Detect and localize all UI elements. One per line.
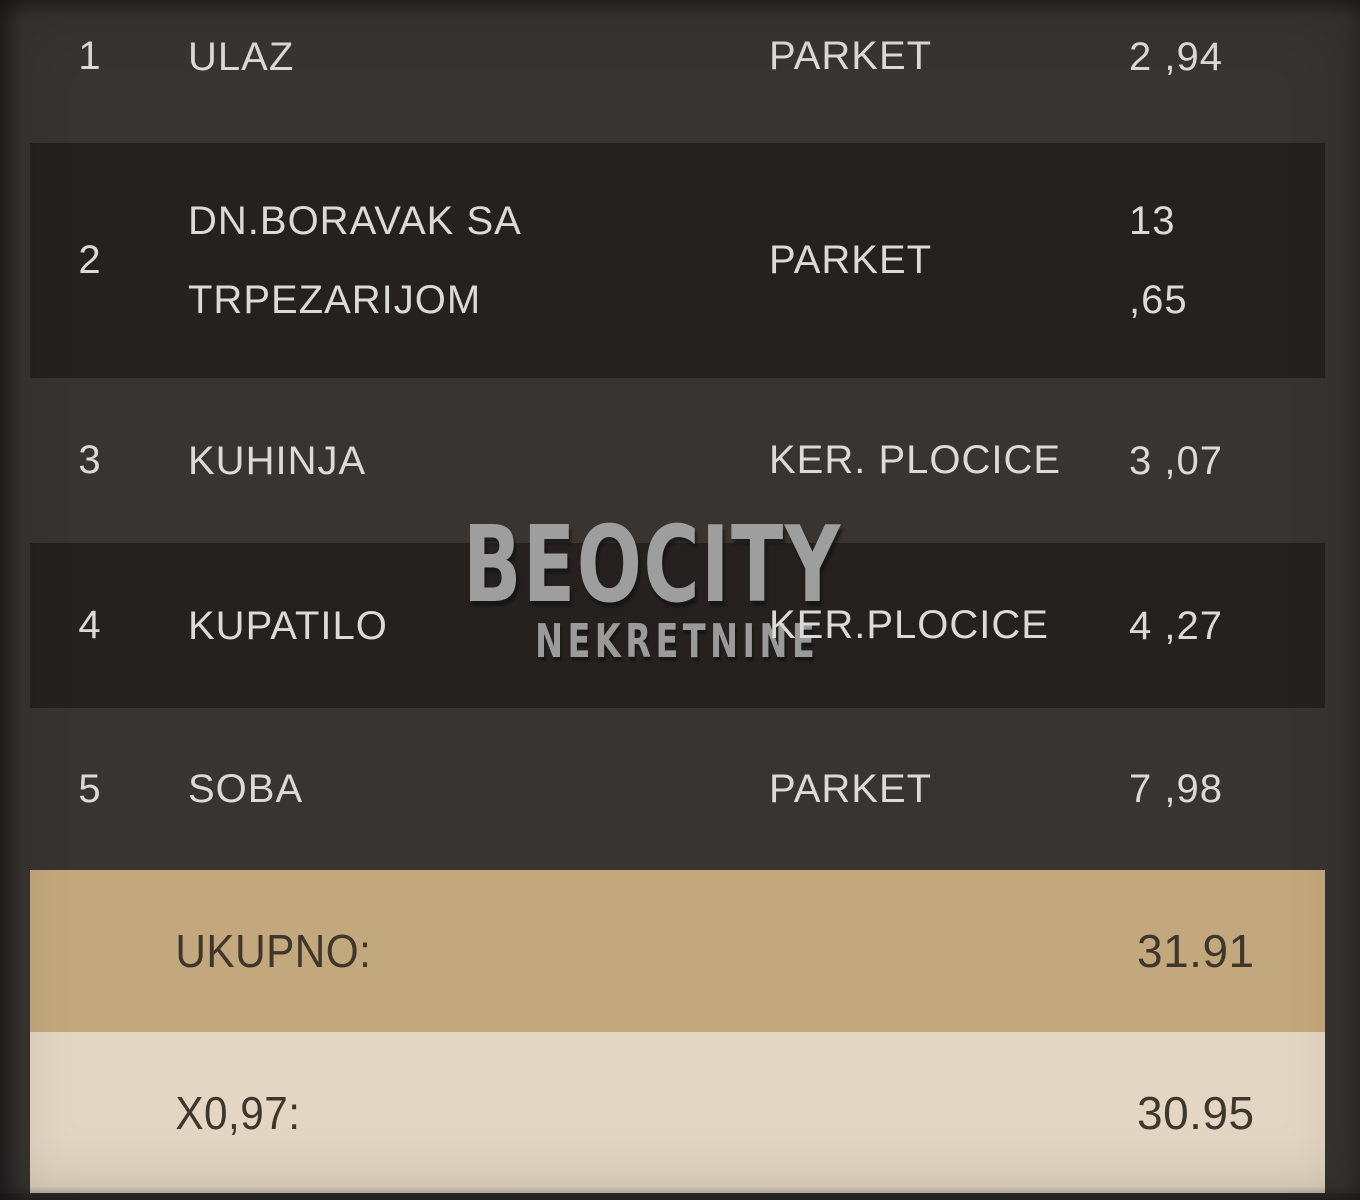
room-name-line: DN.BORAVAK SA <box>188 198 522 243</box>
row-number: 3 <box>78 438 102 482</box>
row-number: 5 <box>78 766 102 811</box>
room-name: KUHINJA <box>150 438 769 484</box>
total-row: X0,97: 30.95 <box>30 1032 1325 1193</box>
floor-type: PARKET <box>769 34 933 78</box>
row-number: 4 <box>78 603 102 647</box>
total-label: UKUPNO: <box>175 925 372 977</box>
area-value: 3 ,07 <box>1129 438 1325 484</box>
area-value-line: ,65 <box>1129 277 1188 322</box>
area-value-line: 4 ,27 <box>1129 603 1223 648</box>
row-number: 2 <box>78 238 102 282</box>
room-name: ULAZ <box>150 34 769 80</box>
floor-type: PARKET <box>769 766 933 811</box>
total-value: 30.95 <box>1137 1086 1255 1139</box>
table-row: 3 KUHINJA KER. PLOCICE 3 ,07 <box>30 378 1325 543</box>
total-row: UKUPNO: 31.91 <box>30 870 1325 1032</box>
row-number: 1 <box>78 34 102 78</box>
area-value-line: 7 ,98 <box>1129 767 1223 811</box>
table-row: 2 DN.BORAVAK SA TRPEZARIJOM PARKET 13 ,6… <box>30 143 1325 378</box>
room-name-line: ULAZ <box>188 34 295 79</box>
area-value: 7 ,98 <box>1129 766 1325 812</box>
floor-type: PARKET <box>769 238 933 282</box>
total-label: X0,97: <box>175 1086 301 1139</box>
table-row: 1 ULAZ PARKET 2 ,94 <box>30 0 1325 143</box>
floor-type: KER. PLOCICE <box>769 438 1062 482</box>
area-value-line: 3 ,07 <box>1129 438 1223 483</box>
room-name: KUPATILO <box>150 603 769 649</box>
room-name-line: TRPEZARIJOM <box>188 277 482 322</box>
table-row: 4 KUPATILO KER.PLOCICE 4 ,27 <box>30 543 1325 708</box>
room-name-line: KUPATILO <box>188 603 388 648</box>
area-value-line: 2 ,94 <box>1129 34 1223 79</box>
room-name: DN.BORAVAK SA TRPEZARIJOM <box>150 182 769 340</box>
room-name-line: KUHINJA <box>188 438 367 483</box>
total-value: 31.91 <box>1137 925 1255 977</box>
area-value: 2 ,94 <box>1129 34 1325 80</box>
bottom-edge-strip <box>0 1193 1360 1200</box>
room-name-line: SOBA <box>188 767 304 811</box>
floor-type: KER.PLOCICE <box>769 603 1049 647</box>
area-value: 13 ,65 <box>1129 182 1325 340</box>
area-value: 4 ,27 <box>1129 603 1325 649</box>
area-value-line: 13 <box>1129 198 1176 243</box>
room-name: SOBA <box>150 766 769 812</box>
table-row: 5 SOBA PARKET 7 ,98 <box>30 708 1325 870</box>
